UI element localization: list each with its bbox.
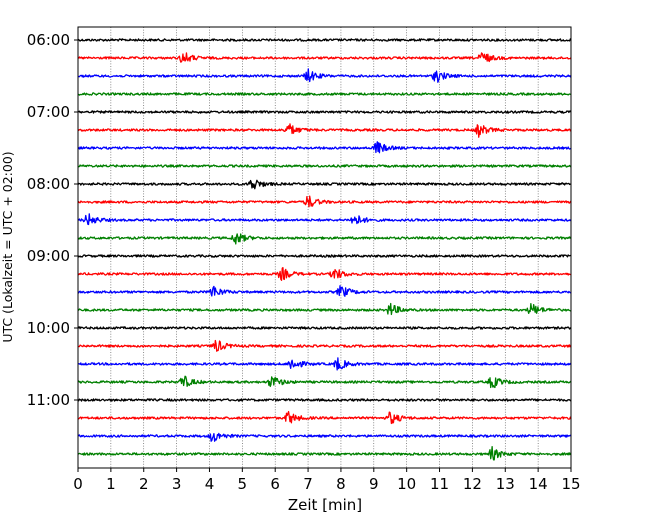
trace-1000 xyxy=(77,326,572,330)
y-axis-label: UTC (Lokalzeit = UTC + 02:00) xyxy=(0,151,15,342)
x-tick-label-5: 5 xyxy=(238,475,248,493)
plot-frame xyxy=(77,26,572,469)
x-tick-label-14: 14 xyxy=(529,475,548,493)
trace-1030 xyxy=(77,357,572,371)
y-tick-label-0: 06:00 xyxy=(27,31,70,49)
x-tick-label-3: 3 xyxy=(172,475,182,493)
x-tick-label-7: 7 xyxy=(303,475,313,493)
trace-0600 xyxy=(77,38,572,42)
x-tick-label-10: 10 xyxy=(397,475,416,493)
trace-1115 xyxy=(77,410,572,425)
x-tick-label-12: 12 xyxy=(463,475,482,493)
trace-0830 xyxy=(77,213,572,226)
y-tick-label-5: 11:00 xyxy=(27,391,70,409)
trace-1100 xyxy=(77,398,572,402)
trace-0615 xyxy=(77,52,572,63)
trace-0915 xyxy=(77,266,572,281)
trace-0645 xyxy=(77,92,572,96)
y-tick-label-1: 07:00 xyxy=(27,103,70,121)
trace-0630 xyxy=(77,68,572,83)
y-tick-label-4: 10:00 xyxy=(27,319,70,337)
x-tick-label-15: 15 xyxy=(561,475,580,493)
x-tick-label-0: 0 xyxy=(73,475,83,493)
trace-0730 xyxy=(77,141,572,154)
trace-0700 xyxy=(77,110,572,114)
grid-lines xyxy=(110,27,539,468)
x-tick-label-4: 4 xyxy=(205,475,215,493)
trace-0715 xyxy=(77,123,572,138)
x-tick-label-11: 11 xyxy=(430,475,449,493)
trace-0945 xyxy=(78,302,572,316)
trace-layer xyxy=(77,38,572,461)
y-tick-label-3: 09:00 xyxy=(27,247,70,265)
trace-0745 xyxy=(77,164,572,168)
trace-0800 xyxy=(77,179,572,190)
y-axis-ticks: 06:00 07:00 08:00 09:00 10:00 11:00 xyxy=(27,31,78,409)
x-tick-label-1: 1 xyxy=(106,475,116,493)
trace-0845 xyxy=(77,233,572,245)
trace-1045 xyxy=(77,375,572,389)
trace-0930 xyxy=(77,285,572,297)
x-tick-label-6: 6 xyxy=(270,475,280,493)
x-tick-label-2: 2 xyxy=(139,475,149,493)
x-axis-label: Zeit [min] xyxy=(288,496,362,514)
trace-1130 xyxy=(77,432,572,442)
trace-0900 xyxy=(77,254,572,258)
x-axis-ticks: 0 1 2 3 4 5 6 7 8 9 10 11 12 13 14 15 xyxy=(73,468,581,493)
trace-1015 xyxy=(77,339,572,352)
y-tick-label-2: 08:00 xyxy=(27,175,70,193)
trace-1145 xyxy=(77,446,572,461)
x-tick-label-13: 13 xyxy=(496,475,515,493)
trace-0815 xyxy=(77,195,572,208)
x-tick-label-8: 8 xyxy=(336,475,346,493)
x-tick-label-9: 9 xyxy=(369,475,379,493)
